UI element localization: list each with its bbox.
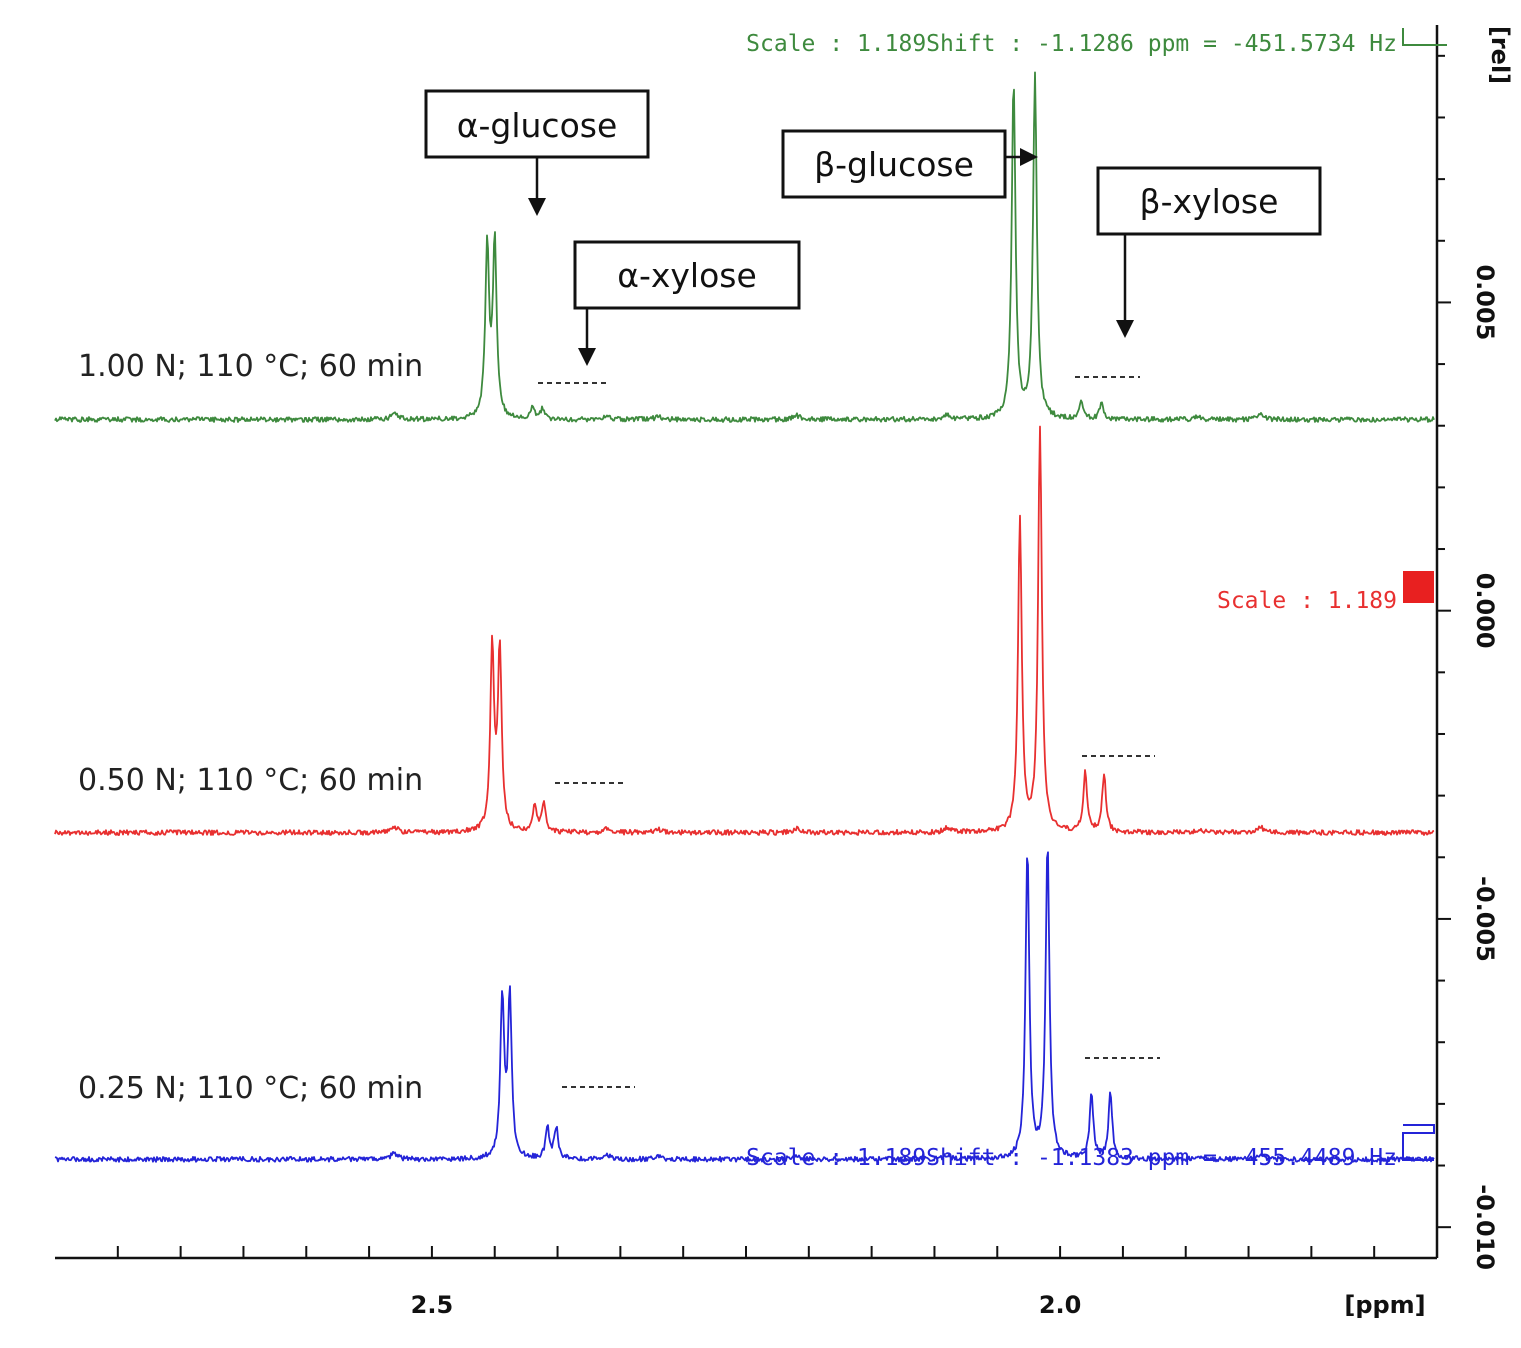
annotation-alpha-glucose-text: α-glucose — [457, 106, 618, 145]
y-tick-label: 0.005 — [1471, 264, 1499, 340]
annotation-beta-glucose: β-glucose — [781, 129, 1038, 199]
arrow-right-icon — [1020, 148, 1038, 166]
x-tick-label: 2.0 — [1039, 1291, 1082, 1319]
spectra — [54, 71, 1435, 1163]
y-tick-label: 0.000 — [1471, 573, 1499, 649]
dashed-guides — [538, 376, 1160, 1088]
y-tick-label: -0.010 — [1471, 1184, 1499, 1270]
annotation-beta-glucose-text: β-glucose — [814, 145, 974, 184]
green-scale-marker — [1402, 43, 1447, 46]
annotation-alpha-xylose: α-xylose — [573, 240, 801, 366]
blue-scale-readout: Scale : 1.189Shift : -1.1383 ppm = -455.… — [746, 1145, 1397, 1171]
x-tick-label: 2.5 — [411, 1291, 454, 1319]
x-axis-label: [ppm] — [1344, 1291, 1425, 1319]
sample-label-1-00N: 1.00 N; 110 °C; 60 min — [78, 349, 423, 384]
green-scale-readout: Scale : 1.189Shift : -1.1286 ppm = -451.… — [746, 31, 1397, 57]
arrow-down-icon — [528, 198, 546, 216]
y-ticks: 0.005 0.000 -0.005 -0.010 — [1437, 54, 1499, 1270]
annotation-beta-xylose-text: β-xylose — [1140, 182, 1279, 221]
arrow-down-icon — [578, 348, 596, 366]
annotation-beta-xylose: β-xylose — [1096, 166, 1322, 338]
red-scale-marker — [1403, 571, 1434, 603]
x-ticks: 2.5 2.0 — [116, 1246, 1438, 1319]
sample-label-0-25N: 0.25 N; 110 °C; 60 min — [78, 1071, 423, 1106]
spectrum-line-2 — [54, 851, 1435, 1163]
blue-scale-marker — [1402, 1124, 1435, 1161]
y-axis-label: [rel] — [1486, 26, 1514, 84]
annotation-alpha-xylose-text: α-xylose — [617, 256, 757, 295]
sample-label-0-50N: 0.50 N; 110 °C; 60 min — [78, 763, 423, 798]
arrow-down-icon — [1116, 320, 1134, 338]
y-tick-label: -0.005 — [1471, 876, 1499, 962]
red-scale-readout: Scale : 1.189 — [1217, 588, 1397, 614]
spectrum-line-1 — [54, 425, 1435, 836]
spectrum-line-0 — [54, 71, 1435, 423]
annotation-alpha-glucose: α-glucose — [424, 89, 650, 216]
